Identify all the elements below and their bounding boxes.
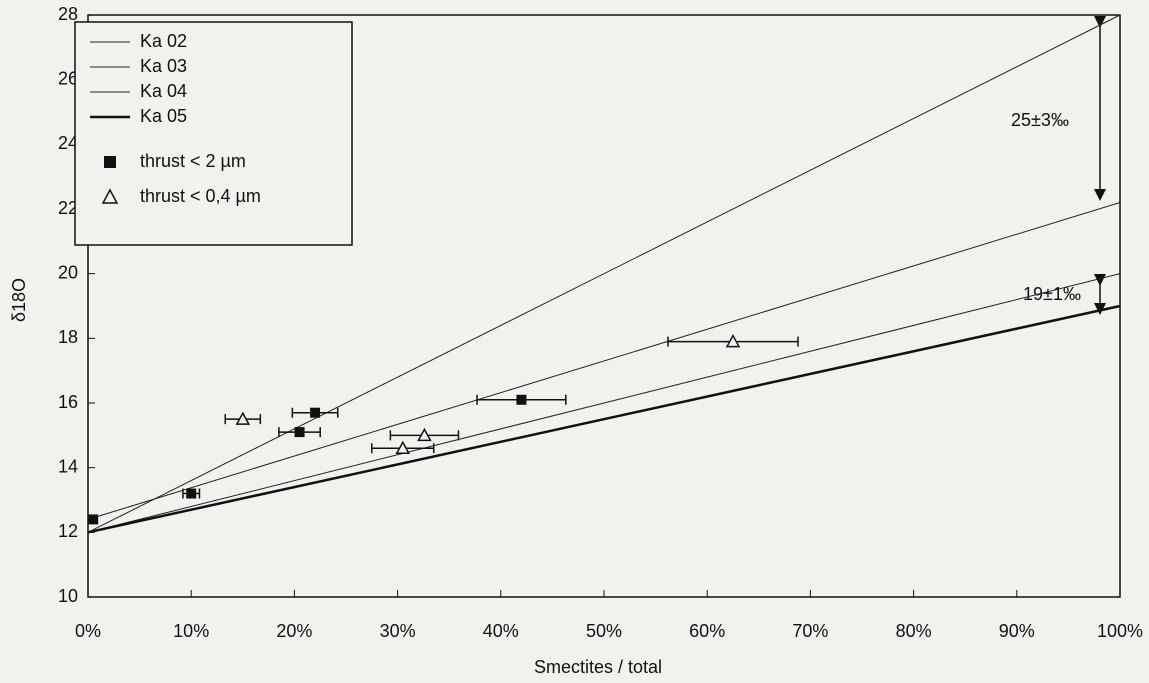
- legend: Ka 02 Ka 03 Ka 04 Ka 05 thrust < 2 µm thrust …: [75, 22, 352, 245]
- x-tick-label: 80%: [896, 621, 932, 641]
- y-tick-label: 12: [58, 521, 78, 541]
- x-tick-label: 50%: [586, 621, 622, 641]
- annotation: 25±3‰: [1011, 110, 1069, 130]
- x-tick-label: 40%: [483, 621, 519, 641]
- x-tick-label: 0%: [75, 621, 101, 641]
- x-tick-label: 20%: [276, 621, 312, 641]
- point: [310, 408, 320, 418]
- y-tick-label: 14: [58, 456, 78, 476]
- x-tick-label: 10%: [173, 621, 209, 641]
- y-axis-label: δ18O: [9, 278, 29, 322]
- y-tick-label: 16: [58, 392, 78, 412]
- y-tick-label: 10: [58, 586, 78, 606]
- legend-label: thrust < 2 µm: [140, 151, 246, 171]
- point: [186, 489, 196, 499]
- legend-label: Ka 05: [140, 106, 187, 126]
- x-axis-label: Smectites / total: [534, 657, 662, 677]
- x-tick-label: 60%: [689, 621, 725, 641]
- legend-label: Ka 04: [140, 81, 187, 101]
- y-tick-label: 20: [58, 262, 78, 282]
- y-tick-label: 28: [58, 4, 78, 24]
- legend-label: Ka 02: [140, 31, 187, 51]
- point: [88, 514, 98, 524]
- chart: Smectites / total δ18O 25±3‰ 19±1‰ 10 12 1…: [0, 0, 1149, 683]
- annotation: 19±1‰: [1023, 284, 1081, 304]
- x-tick-label: 70%: [792, 621, 828, 641]
- y-tick-label: 18: [58, 327, 78, 347]
- legend-marker: [104, 156, 116, 168]
- legend-label: Ka 03: [140, 56, 187, 76]
- legend-label: thrust < 0,4 µm: [140, 186, 261, 206]
- legend-frame: [75, 22, 352, 245]
- x-tick-label: 30%: [380, 621, 416, 641]
- point: [295, 427, 305, 437]
- point: [516, 395, 526, 405]
- x-tick-label: 90%: [999, 621, 1035, 641]
- x-tick-label: 100%: [1097, 621, 1143, 641]
